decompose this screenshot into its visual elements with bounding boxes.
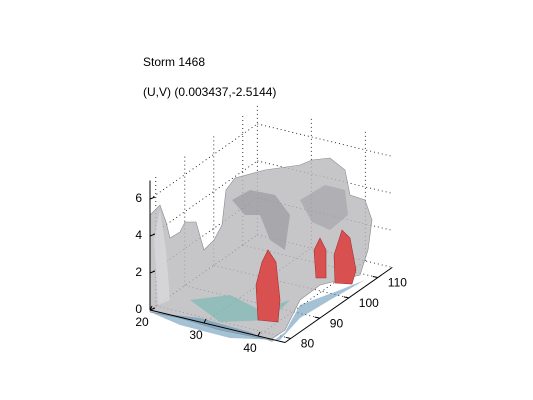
y-tick — [314, 316, 320, 319]
x-tick-label: 40 — [243, 341, 257, 355]
y-tick — [372, 276, 378, 279]
chart-title: Storm 1468 — [143, 55, 205, 69]
x-tick-label: 20 — [135, 315, 149, 329]
z-tick — [149, 233, 156, 237]
z-tick-label: 0 — [135, 302, 142, 316]
y-axis — [284, 266, 393, 343]
x-tick-label: 30 — [189, 328, 203, 342]
x-axis — [149, 309, 286, 343]
z-tick — [149, 196, 156, 200]
y-tick — [343, 296, 349, 299]
y-tick-label: 80 — [301, 337, 315, 351]
chart-subtitle: (U,V) (0.003437,-2.5144) — [143, 85, 276, 99]
x-tick — [203, 318, 207, 324]
z-tick-label: 2 — [135, 265, 142, 279]
isosurfaces — [149, 157, 373, 342]
grid-line — [257, 123, 393, 157]
x-tick — [257, 331, 261, 337]
y-tick — [285, 336, 291, 339]
ticks: 0 2 4 6 20 30 40 80 90 100 110 — [135, 180, 407, 355]
y-tick-label: 100 — [359, 296, 379, 310]
z-tick-label: 4 — [135, 228, 142, 242]
y-tick-label: 90 — [330, 316, 344, 330]
z-tick — [149, 270, 156, 274]
x-tick — [149, 305, 153, 311]
z-tick-label: 6 — [135, 191, 142, 205]
y-tick-label: 110 — [388, 276, 407, 290]
z-tick — [149, 307, 156, 311]
